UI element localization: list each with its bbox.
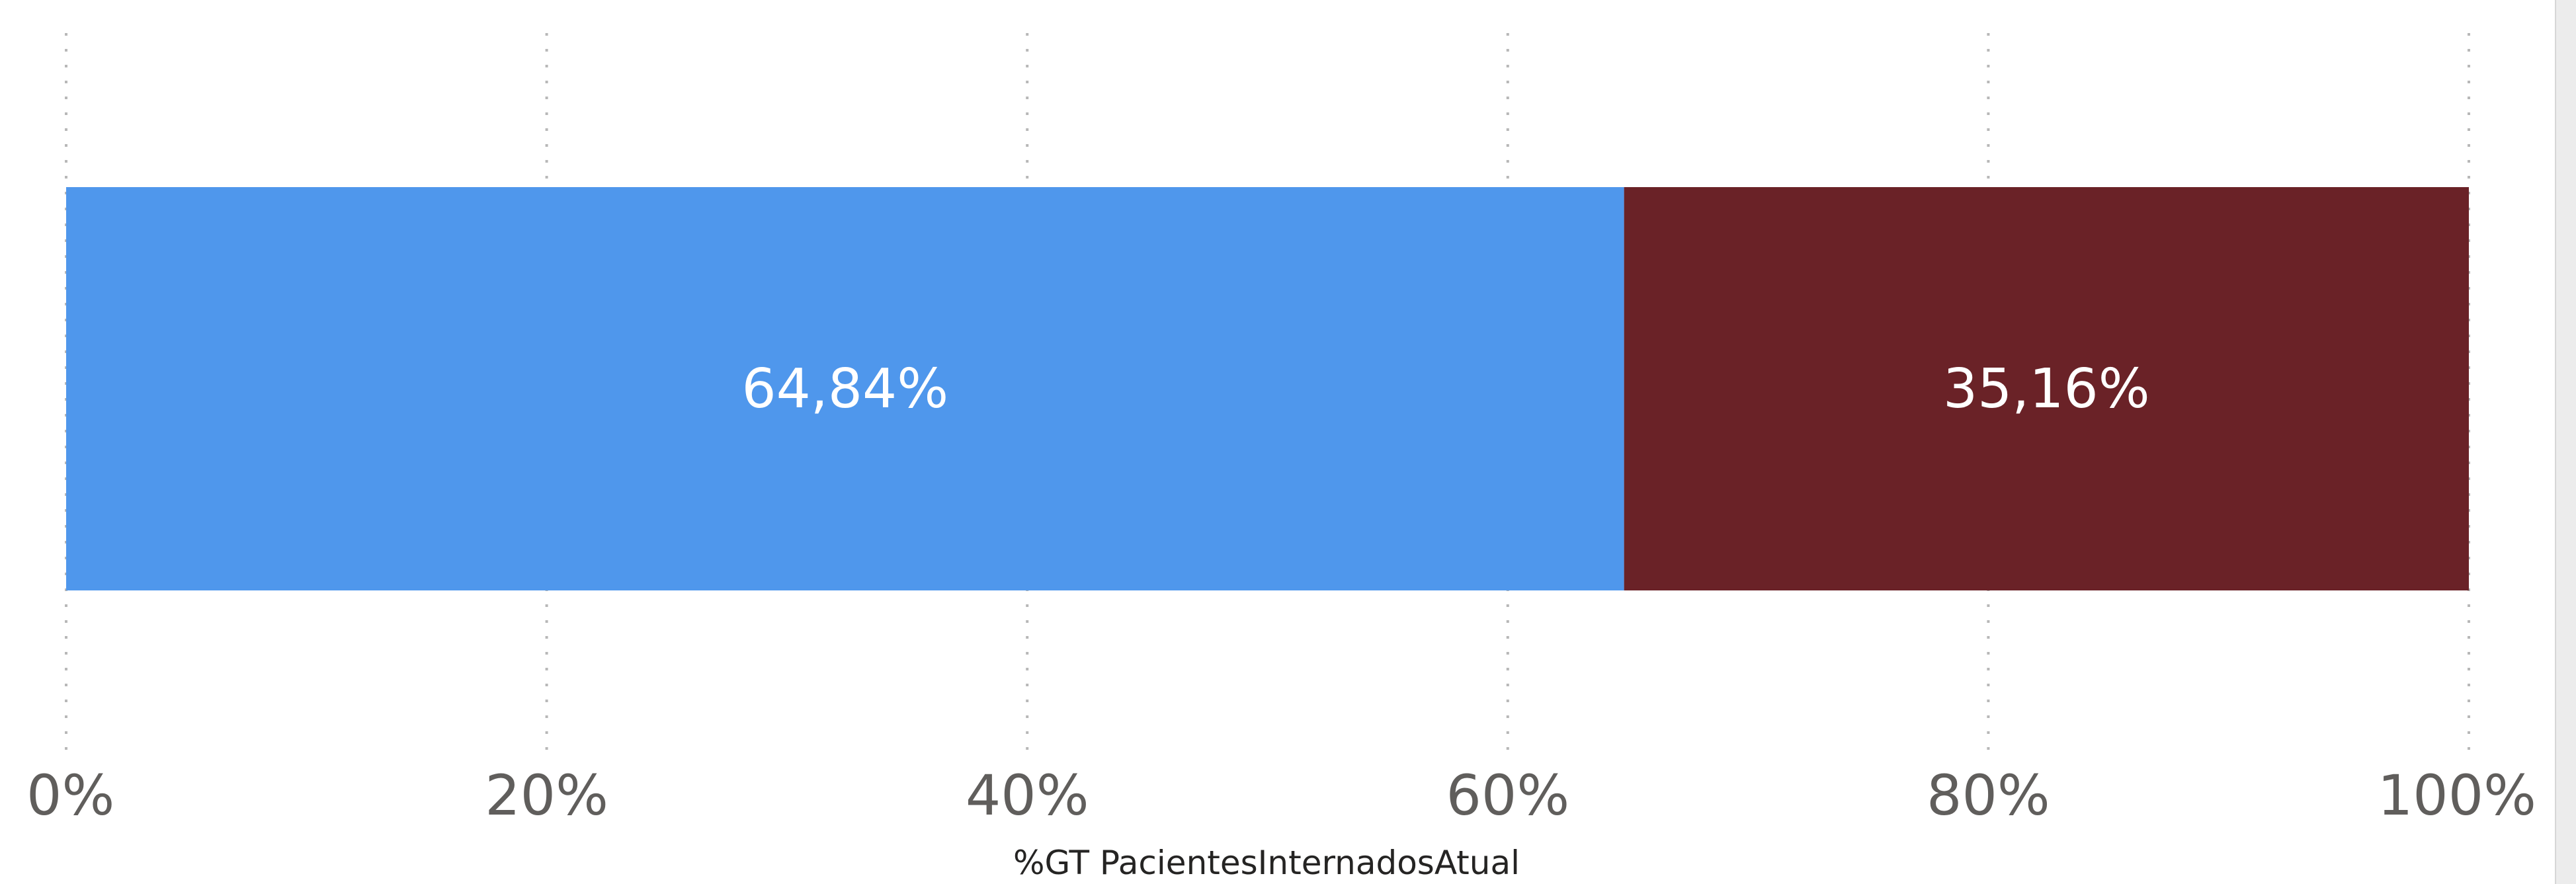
x-axis-title: %GT PacientesInternadosAtual: [1013, 844, 1520, 882]
bar-segment-2[interactable]: [1624, 187, 2469, 590]
x-tick-label: 80%: [1927, 763, 2050, 828]
data-label-1: 64,84%: [741, 358, 948, 421]
x-axis-ticks: 0% 20% 40% 60% 80% 100%: [26, 763, 2536, 828]
x-tick-label: 0%: [26, 763, 114, 828]
right-edge-scrollbar[interactable]: [2555, 0, 2576, 884]
x-tick-label: 60%: [1446, 763, 1569, 828]
x-tick-label: 100%: [2378, 763, 2536, 828]
data-label-2: 35,16%: [1943, 358, 2150, 421]
bar-segment-1[interactable]: [66, 187, 1624, 590]
x-tick-label: 20%: [485, 763, 608, 828]
bars: [66, 187, 2469, 590]
x-tick-label: 40%: [966, 763, 1089, 828]
data-labels: 64,84% 35,16%: [741, 358, 2149, 421]
